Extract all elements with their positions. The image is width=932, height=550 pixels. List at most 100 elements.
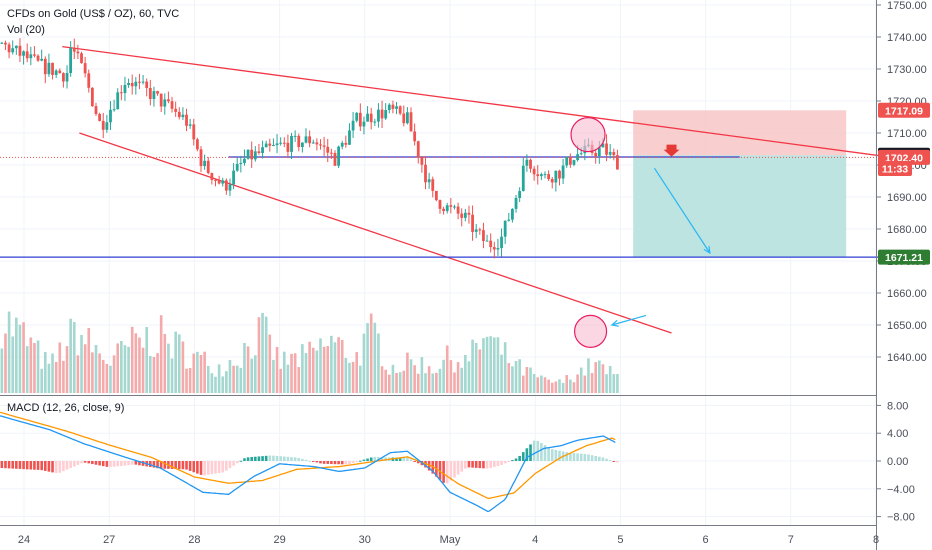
volume-legend[interactable]: Vol (20) — [7, 24, 45, 36]
macd-histogram-bar — [612, 461, 616, 462]
volume-bar — [612, 374, 616, 393]
volume-bar — [15, 317, 18, 393]
candle-body — [116, 92, 120, 110]
arrow-line — [611, 314, 647, 326]
volume-bar — [362, 333, 366, 393]
macd-histogram-bar — [22, 461, 25, 470]
volume-bar — [427, 366, 431, 393]
candle-body — [616, 155, 619, 170]
candle-body — [54, 70, 58, 75]
macd-histogram-bar — [235, 461, 239, 464]
price-tag-label: 11:33 — [882, 164, 908, 176]
candle-body — [561, 165, 565, 179]
candle-body — [344, 142, 348, 145]
time-tick-label: 6 — [703, 534, 709, 546]
volume-bar — [409, 359, 413, 393]
candle-body — [217, 180, 221, 184]
macd-histogram-bar — [83, 461, 87, 463]
candle-body — [47, 62, 51, 75]
macd-histogram-bar — [359, 460, 362, 462]
volume-bar — [500, 354, 503, 393]
macd-histogram-bar — [261, 456, 264, 461]
candle-body — [348, 130, 351, 145]
volume-bar — [467, 361, 471, 393]
candle-body — [532, 168, 536, 175]
volume-bar — [228, 359, 232, 393]
macd-histogram-bar — [116, 461, 120, 467]
volume-bar — [87, 327, 91, 393]
candle-body — [420, 157, 424, 165]
macd-tick-label: −8.00 — [887, 512, 915, 524]
volume-bar — [127, 346, 130, 393]
macd-histogram-bar — [25, 461, 29, 470]
volume-bar — [493, 337, 496, 393]
volume-bar — [22, 322, 25, 393]
candle-body — [65, 73, 69, 82]
volume-bar — [442, 359, 445, 393]
stop-loss-zone — [633, 110, 847, 156]
candle-body — [326, 146, 330, 153]
macd-histogram-bar — [373, 456, 377, 461]
volume-bar — [138, 337, 141, 393]
macd-pane[interactable] — [0, 411, 619, 512]
macd-histogram-bar — [402, 457, 406, 461]
macd-histogram-bar — [44, 461, 47, 471]
volume-bar — [344, 357, 348, 393]
volume-bar — [221, 376, 225, 393]
macd-legend[interactable]: MACD (12, 26, close, 9) — [7, 402, 124, 414]
macd-histogram-bar — [185, 461, 188, 470]
candle-body — [485, 240, 489, 242]
volume-bar — [225, 371, 228, 393]
macd-histogram-bar — [127, 461, 130, 466]
volume-bar — [246, 346, 250, 393]
macd-histogram-bar — [98, 461, 101, 466]
volume-bar — [80, 334, 83, 393]
volume-bar — [474, 343, 478, 393]
candle-body — [167, 99, 170, 102]
macd-histogram-bar — [65, 461, 69, 470]
macd-histogram-bar — [330, 461, 333, 465]
volume-bar — [366, 323, 369, 393]
volume-bar — [308, 341, 311, 393]
candle-body — [0, 42, 4, 44]
drawing-lines[interactable] — [0, 45, 911, 334]
volume-bar — [286, 364, 290, 393]
candle-body — [453, 206, 456, 208]
volume-bar — [511, 366, 514, 393]
volume-bar — [445, 345, 449, 393]
annotations[interactable] — [570, 117, 711, 348]
volume-bar — [44, 352, 47, 393]
volume-bar — [254, 355, 257, 393]
macd-histogram-bar — [58, 461, 62, 473]
volume-bar — [579, 367, 583, 393]
macd-tick-label: −4.00 — [887, 484, 915, 496]
macd-histogram-bar — [601, 457, 605, 461]
candle-body — [112, 109, 116, 111]
price-tick-label: 1650.00 — [887, 320, 927, 332]
candle-body — [416, 141, 420, 158]
volume-bar — [261, 312, 264, 393]
macd-histogram-bar — [474, 461, 478, 468]
time-tick-label: May — [440, 534, 461, 546]
volume-bar — [4, 333, 7, 393]
macd-histogram-bar — [489, 461, 492, 469]
macd-histogram-bar — [395, 457, 398, 461]
volume-bar — [558, 379, 561, 393]
candle-body — [601, 143, 605, 148]
macd-histogram-bar — [529, 444, 532, 461]
macd-histogram-bar — [149, 461, 152, 468]
candles[interactable] — [0, 38, 619, 259]
macd-histogram-bar — [445, 461, 449, 484]
chart-title[interactable]: CFDs on Gold (US$ / OZ), 60, TVC — [7, 8, 179, 20]
volume-bar — [7, 311, 11, 393]
candle-body — [579, 153, 583, 155]
candle-body — [431, 179, 435, 191]
candle-body — [43, 58, 47, 75]
macd-histogram-bar — [442, 461, 445, 483]
candle-body — [105, 122, 109, 130]
macd-histogram-bar — [594, 455, 597, 461]
volume-bar — [550, 382, 554, 393]
candle-body — [159, 93, 163, 107]
